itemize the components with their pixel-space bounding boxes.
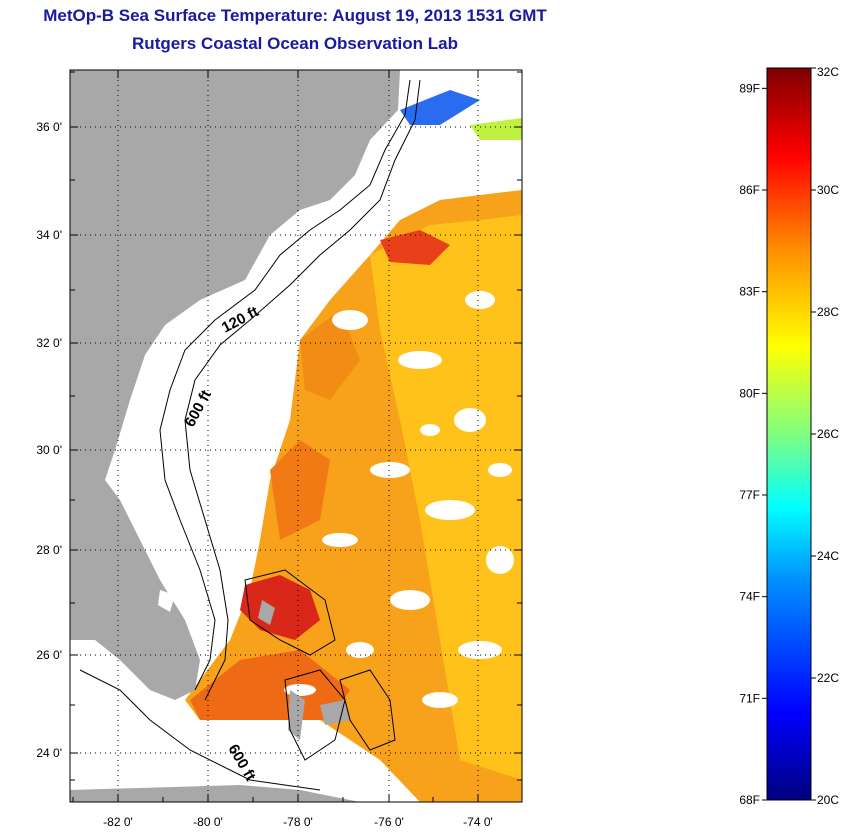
colorbar-fahrenheit-label: 68F [739,793,760,807]
colorbar-fahrenheit-label: 80F [739,386,760,400]
colorbar-celsius-label: 32C [817,65,839,79]
colorbar [766,67,812,801]
colorbar-fahrenheit-label: 86F [739,183,760,197]
latitude-axis: 36 0' 34 0' 32 0' 30 0' 28 0' 26 0' 24 0' [36,71,522,781]
lat-tick-label: 28 0' [36,543,62,557]
colorbar-fahrenheit-label: 71F [739,691,760,705]
lat-tick-label: 34 0' [36,228,62,242]
map-area: 120 ft 600 ft 600 ft [70,70,522,802]
land-mass [70,70,400,700]
colorbar-celsius-labels: 32C 30C 28C 26C 24C 22C 20C [811,65,839,807]
lon-tick-label: -82 0' [103,815,133,829]
lat-tick-label: 30 0' [36,443,62,457]
lat-tick-label: 32 0' [36,336,62,350]
lat-tick-label: 24 0' [36,746,62,760]
lon-tick-label: -74 0' [463,815,493,829]
colorbar-celsius-label: 26C [817,427,839,441]
colorbar-celsius-label: 30C [817,183,839,197]
lon-tick-label: -80 0' [193,815,223,829]
colorbar-celsius-label: 28C [817,305,839,319]
colorbar-fahrenheit-label: 74F [739,590,760,604]
lat-tick-label: 36 0' [36,120,62,134]
colorbar-celsius-label: 20C [817,793,839,807]
map-frame [69,69,523,803]
islands [70,590,360,802]
lon-tick-label: -78 0' [283,815,313,829]
graticule [70,70,522,802]
colorbar-celsius-label: 22C [817,671,839,685]
map-title: MetOp-B Sea Surface Temperature: August … [43,6,547,25]
lon-tick-label: -76 0' [374,815,404,829]
colorbar-fahrenheit-label: 89F [739,81,760,95]
depth-contours [79,79,421,791]
sst-field [70,90,522,802]
colorbar-fahrenheit-label: 77F [739,488,760,502]
colorbar-fahrenheit-labels: 89F 86F 83F 80F 77F 74F 71F 68F [739,81,767,807]
colorbar-celsius-label: 24C [817,549,839,563]
longitude-axis: -82 0' -80 0' -78 0' -76 0' -74 0' [72,70,523,829]
lat-tick-label: 26 0' [36,648,62,662]
colorbar-fahrenheit-label: 83F [739,285,760,299]
map-subtitle: Rutgers Coastal Ocean Observation Lab [132,34,458,53]
